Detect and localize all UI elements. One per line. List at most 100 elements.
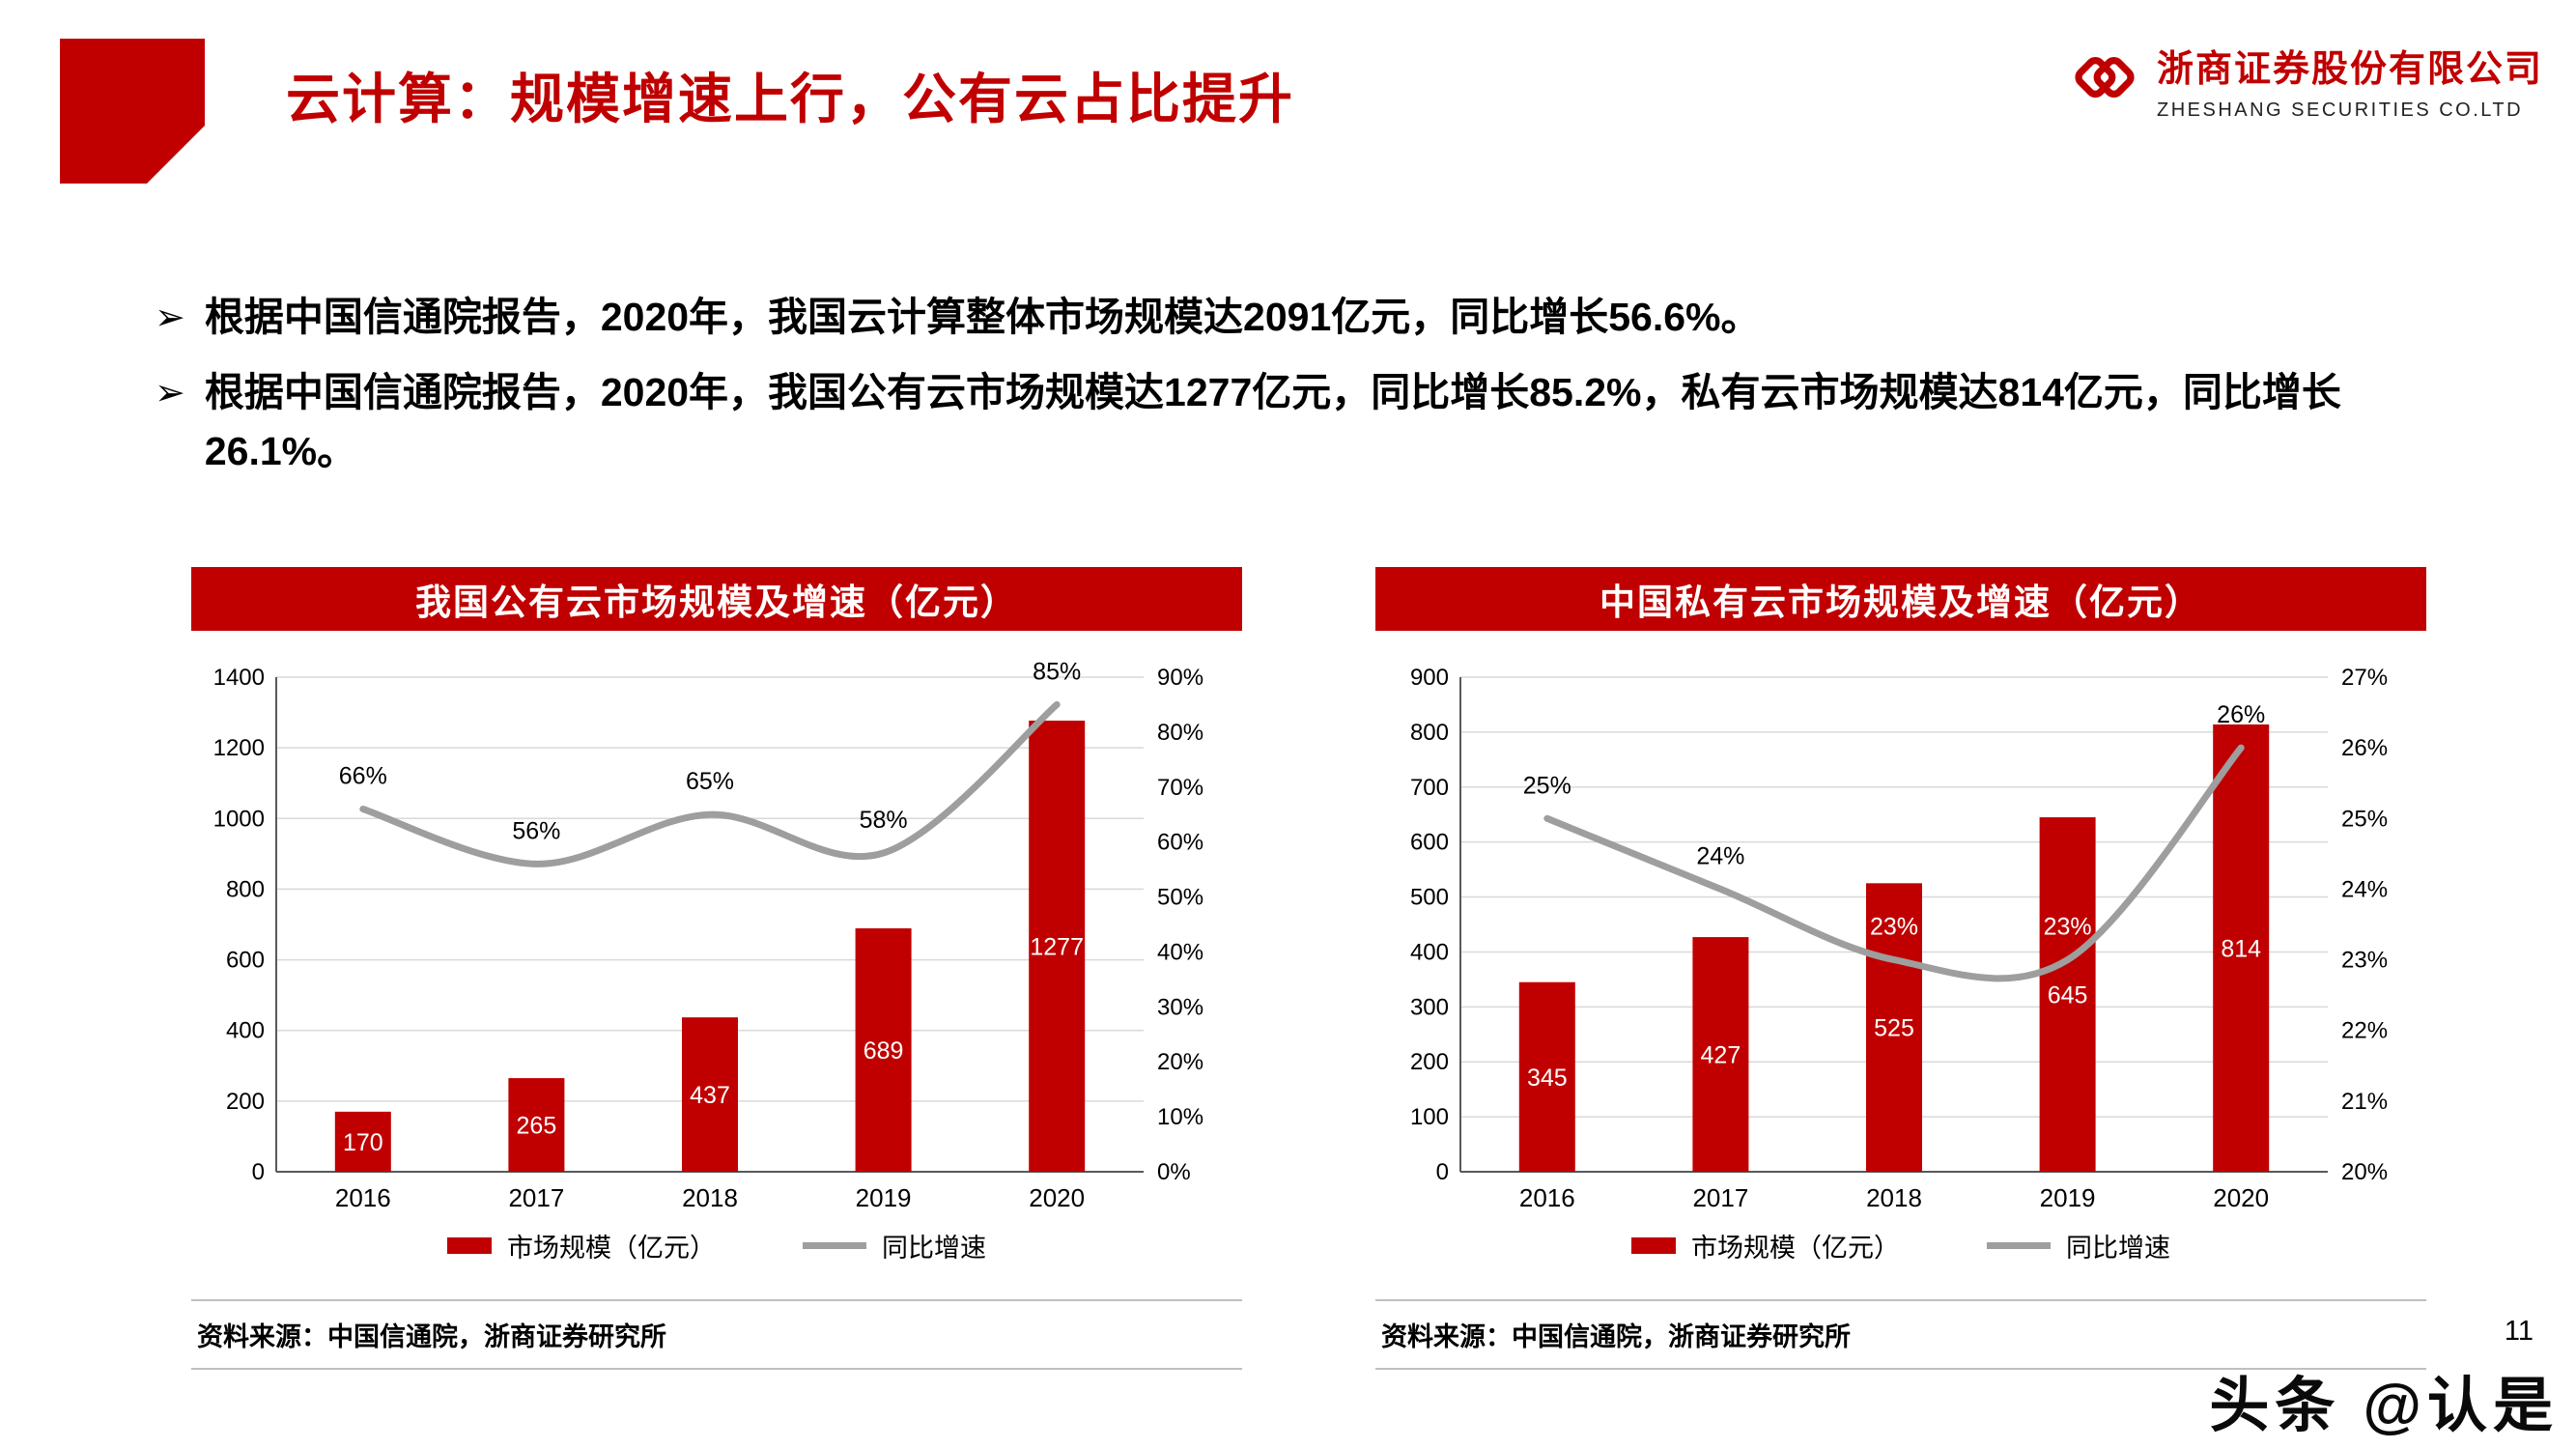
svg-text:26%: 26%: [2341, 735, 2388, 761]
svg-text:2020: 2020: [2213, 1183, 2269, 1212]
svg-text:50%: 50%: [1157, 885, 1203, 911]
svg-text:24%: 24%: [2341, 876, 2388, 902]
svg-text:24%: 24%: [1696, 842, 1744, 869]
svg-text:58%: 58%: [860, 807, 908, 834]
svg-text:56%: 56%: [512, 817, 560, 844]
svg-text:100: 100: [1410, 1104, 1449, 1130]
svg-text:23%: 23%: [2044, 914, 2092, 941]
legend-label: 市场规模（亿元）: [1691, 1233, 1900, 1263]
svg-text:2016: 2016: [335, 1183, 391, 1212]
svg-text:20%: 20%: [1157, 1049, 1203, 1075]
bullet-item: ➢ 根据中国信通院报告，2020年，我国公有云市场规模达1277亿元，同比增长8…: [155, 363, 2424, 482]
svg-text:2018: 2018: [1866, 1183, 1922, 1212]
legend-line-swatch: [803, 1241, 866, 1249]
bullet-list: ➢ 根据中国信通院报告，2020年，我国云计算整体市场规模达2091亿元，同比增…: [155, 288, 2424, 497]
svg-text:265: 265: [517, 1113, 557, 1140]
svg-text:200: 200: [226, 1089, 265, 1115]
svg-text:427: 427: [1701, 1042, 1741, 1069]
private-cloud-chart: 0 100 200 300 400 500 600 700 800 900 20% 21% 22% 23%…: [1410, 665, 2388, 1212]
svg-text:800: 800: [1410, 720, 1449, 746]
svg-text:2020: 2020: [1029, 1183, 1085, 1212]
svg-text:66%: 66%: [339, 763, 387, 790]
svg-text:2019: 2019: [856, 1183, 912, 1212]
source-note: 资料来源：中国信通院，浙商证券研究所: [191, 1299, 1242, 1370]
company-logo-text: 浙商证券股份有限公司 ZHESHANG SECURITIES CO.LTD: [2157, 39, 2543, 122]
svg-text:27%: 27%: [2341, 665, 2388, 691]
bullet-item: ➢ 根据中国信通院报告，2020年，我国云计算整体市场规模达2091亿元，同比增…: [155, 288, 2424, 348]
svg-text:2018: 2018: [682, 1183, 738, 1212]
svg-text:85%: 85%: [1033, 658, 1081, 685]
svg-text:10%: 10%: [1157, 1104, 1203, 1130]
svg-text:60%: 60%: [1157, 830, 1203, 856]
bullet-text: 根据中国信通院报告，2020年，我国云计算整体市场规模达2091亿元，同比增长5…: [204, 295, 1761, 339]
company-logo-icon: [2075, 57, 2135, 98]
svg-text:25%: 25%: [2341, 806, 2388, 832]
svg-text:170: 170: [343, 1129, 383, 1156]
legend-label: 同比增速: [882, 1233, 986, 1263]
bullet-arrow-icon: ➢: [155, 298, 185, 338]
svg-text:645: 645: [2048, 982, 2088, 1009]
svg-text:0%: 0%: [1157, 1159, 1191, 1185]
svg-text:22%: 22%: [2341, 1018, 2388, 1044]
svg-text:1000: 1000: [213, 806, 265, 832]
company-name-cn: 浙商证券股份有限公司: [2156, 49, 2543, 90]
svg-text:800: 800: [226, 876, 265, 902]
page-number: 11: [2504, 1316, 2534, 1347]
svg-text:26%: 26%: [2217, 701, 2265, 728]
svg-text:200: 200: [1410, 1049, 1449, 1075]
svg-text:0: 0: [1436, 1159, 1449, 1185]
svg-text:900: 900: [1410, 665, 1449, 691]
svg-text:40%: 40%: [1157, 939, 1203, 965]
legend-label: 同比增速: [2066, 1233, 2170, 1263]
svg-text:600: 600: [226, 948, 265, 974]
svg-text:21%: 21%: [2341, 1089, 2388, 1115]
page-title: 云计算：规模增速上行，公有云占比提升: [286, 69, 1294, 129]
legend-bar-swatch: [1631, 1236, 1676, 1254]
corner-decoration: [60, 39, 205, 184]
chart-legend: 市场规模（亿元） 同比增速: [191, 1224, 1242, 1266]
svg-text:30%: 30%: [1157, 994, 1203, 1020]
svg-text:814: 814: [2221, 935, 2261, 962]
svg-text:300: 300: [1410, 994, 1449, 1020]
chart-title: 中国私有云市场规模及增速（亿元）: [1375, 567, 2426, 631]
svg-text:20%: 20%: [2341, 1159, 2388, 1185]
company-logo: 浙商证券股份有限公司 ZHESHANG SECURITIES CO.LTD: [2066, 39, 2543, 122]
watermark: 头条 @认是: [2209, 1373, 2559, 1439]
chart-title: 我国公有云市场规模及增速（亿元）: [191, 567, 1242, 631]
svg-text:400: 400: [226, 1018, 265, 1044]
bullet-text: 根据中国信通院报告，2020年，我国公有云市场规模达1277亿元，同比增长85.…: [204, 369, 2341, 474]
svg-text:345: 345: [1527, 1065, 1568, 1092]
legend-bar-swatch: [447, 1236, 492, 1254]
svg-text:23%: 23%: [2341, 948, 2388, 974]
svg-text:437: 437: [690, 1082, 730, 1109]
private-cloud-chart-panel: 中国私有云市场规模及增速（亿元） 0 100 200 300 400 500 600 700 8…: [1375, 567, 2426, 1370]
company-name-en: ZHESHANG SECURITIES CO.LTD: [2156, 99, 2524, 121]
svg-text:689: 689: [863, 1037, 904, 1065]
svg-text:700: 700: [1410, 775, 1449, 801]
svg-text:1400: 1400: [213, 665, 265, 691]
public-cloud-chart-panel: 我国公有云市场规模及增速（亿元） 0 200 400 600 800 1000 1200 14…: [191, 567, 1242, 1370]
svg-text:80%: 80%: [1157, 720, 1203, 746]
legend-item-growth: 同比增速: [1987, 1227, 2170, 1264]
legend-item-growth: 同比增速: [803, 1227, 986, 1264]
bullet-arrow-icon: ➢: [155, 372, 185, 413]
svg-text:0: 0: [252, 1159, 265, 1185]
svg-text:600: 600: [1410, 830, 1449, 856]
legend-label: 市场规模（亿元）: [507, 1233, 716, 1263]
svg-text:23%: 23%: [1870, 914, 1918, 941]
svg-text:500: 500: [1410, 885, 1449, 911]
svg-text:65%: 65%: [686, 768, 734, 795]
svg-text:2016: 2016: [1519, 1183, 1575, 1212]
svg-text:2017: 2017: [508, 1183, 564, 1212]
chart-legend: 市场规模（亿元） 同比增速: [1375, 1224, 2426, 1266]
source-note: 资料来源：中国信通院，浙商证券研究所: [1375, 1299, 2426, 1370]
svg-text:70%: 70%: [1157, 775, 1203, 801]
legend-line-swatch: [1987, 1241, 2051, 1249]
legend-item-market-size: 市场规模（亿元）: [447, 1227, 716, 1264]
svg-text:2019: 2019: [2040, 1183, 2096, 1212]
svg-text:90%: 90%: [1157, 665, 1203, 691]
svg-text:1200: 1200: [213, 735, 265, 761]
public-cloud-chart: 0 200 400 600 800 1000 1200 1400 0% 10% 20% 30% 40% 5…: [213, 658, 1203, 1212]
svg-text:2017: 2017: [1692, 1183, 1748, 1212]
